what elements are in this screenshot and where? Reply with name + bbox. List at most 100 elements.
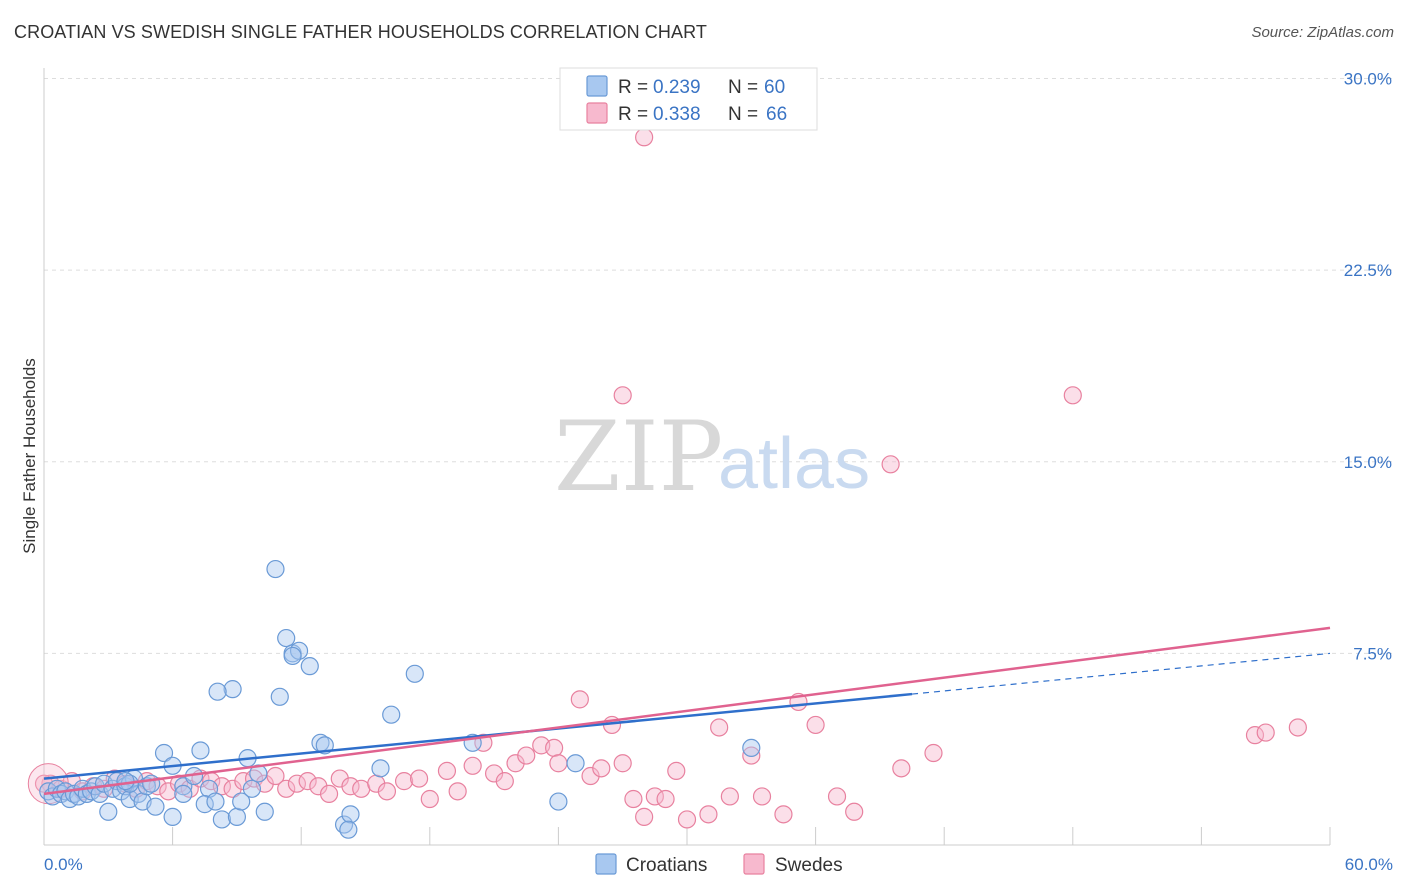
point-swedes: [774, 805, 793, 824]
legend-n-swedes: 66: [766, 104, 787, 125]
point-swedes: [752, 787, 772, 806]
point-swedes: [377, 782, 397, 801]
point-swedes: [549, 754, 568, 773]
point-croatians: [154, 743, 174, 763]
trend-lines: [43, 626, 1331, 796]
y-tick-label: 7.5%: [1353, 644, 1392, 663]
point-croatians: [382, 705, 401, 724]
point-swedes: [710, 718, 729, 737]
point-swedes: [1288, 718, 1307, 737]
point-swedes: [570, 690, 589, 709]
point-croatians: [208, 682, 227, 701]
point-swedes: [742, 746, 761, 765]
point-swedes: [448, 782, 467, 801]
legend-r-swedes: 0.338: [653, 104, 701, 125]
point-swedes: [645, 787, 664, 806]
y-axis-label: Single Father Households: [20, 358, 39, 554]
trendline-croatians-solid: [43, 692, 913, 780]
point-croatians: [142, 774, 161, 793]
y-tick-label: 22.5%: [1344, 261, 1392, 280]
point-swedes: [720, 787, 739, 806]
point-swedes: [806, 715, 825, 735]
source-credit: Source: ZipAtlas.com: [1251, 24, 1394, 41]
point-swedes: [827, 787, 847, 806]
point-swedes: [845, 802, 864, 821]
point-swedes: [592, 759, 611, 778]
point-swedes: [667, 761, 686, 781]
point-swedes: [394, 772, 414, 791]
legend-n-label-croatians: N =: [728, 77, 758, 98]
point-croatians: [163, 807, 182, 826]
point-swedes: [517, 746, 536, 765]
point-croatians: [405, 664, 424, 683]
point-croatians: [266, 559, 285, 579]
point-swedes: [495, 772, 514, 791]
point-swedes: [409, 769, 429, 788]
point-swedes: [298, 772, 317, 791]
x-tick-label-min: 0.0%: [44, 855, 83, 874]
series-legend: Croatians Swedes: [595, 853, 843, 876]
legend-swatch-swedes: [586, 102, 608, 124]
point-croatians: [341, 805, 360, 824]
point-croatians: [232, 792, 251, 811]
point-swedes: [924, 743, 943, 763]
point-swedes: [287, 774, 307, 793]
legend-swatch-croatians: [586, 75, 608, 97]
point-croatians: [300, 657, 319, 676]
point-swedes: [635, 128, 654, 147]
axes: [43, 68, 1331, 846]
point-croatians: [566, 754, 585, 773]
point-swedes: [892, 759, 911, 778]
point-croatians: [146, 797, 165, 816]
x-tick-labels: 0.0% 60.0%: [44, 855, 1393, 874]
trendline-croatians-dashed: [911, 652, 1331, 695]
chart-title: CROATIAN VS SWEDISH SINGLE FATHER HOUSEH…: [14, 22, 707, 42]
y-tick-label: 30.0%: [1344, 70, 1392, 89]
point-swedes: [277, 779, 296, 798]
point-croatians: [277, 628, 296, 648]
trendline-swedes: [43, 626, 1331, 796]
point-croatians: [255, 802, 274, 821]
point-swedes: [613, 386, 632, 405]
point-swedes: [699, 805, 718, 824]
point-croatians: [99, 802, 118, 821]
x-tick-label-max: 60.0%: [1345, 855, 1393, 874]
stats-legend: R = 0.239 N = 60 R = 0.338 N = 66: [559, 67, 818, 131]
point-swedes: [463, 756, 482, 775]
grid-lines: [44, 78, 1392, 654]
point-swedes: [1245, 726, 1265, 745]
point-croatians: [212, 810, 231, 829]
point-swedes: [677, 810, 697, 829]
legend-r-label-croatians: R =: [618, 77, 648, 98]
point-croatians: [549, 792, 568, 811]
legend-r-croatians: 0.239: [653, 77, 701, 98]
point-croatians: [283, 646, 302, 666]
point-swedes: [420, 789, 439, 809]
point-croatians: [116, 772, 135, 791]
point-croatians: [195, 795, 214, 814]
bottom-legend-swedes: Swedes: [775, 855, 843, 876]
point-swedes: [656, 789, 675, 809]
point-croatians: [742, 738, 761, 758]
point-croatians: [242, 779, 262, 798]
legend-r-label-swedes: R =: [618, 104, 648, 125]
point-swedes: [881, 455, 900, 474]
point-croatians: [223, 680, 242, 699]
legend-n-croatians: 60: [764, 77, 785, 98]
point-croatians: [206, 792, 225, 811]
watermark-atlas: atlas: [718, 424, 870, 504]
point-croatians: [371, 759, 390, 778]
legend-n-label-swedes: N =: [728, 104, 758, 125]
bottom-legend-swatch-swedes: [743, 853, 765, 875]
watermark-zip: ZIP: [554, 401, 723, 513]
point-swedes: [319, 784, 339, 804]
point-swedes: [624, 789, 643, 809]
point-croatians: [249, 764, 268, 783]
series-swedes-points: [27, 128, 1307, 829]
point-croatians: [174, 784, 193, 804]
watermark: ZIP atlas: [554, 401, 870, 513]
point-swedes: [1063, 386, 1082, 405]
point-swedes: [437, 761, 457, 781]
point-croatians: [191, 741, 210, 760]
